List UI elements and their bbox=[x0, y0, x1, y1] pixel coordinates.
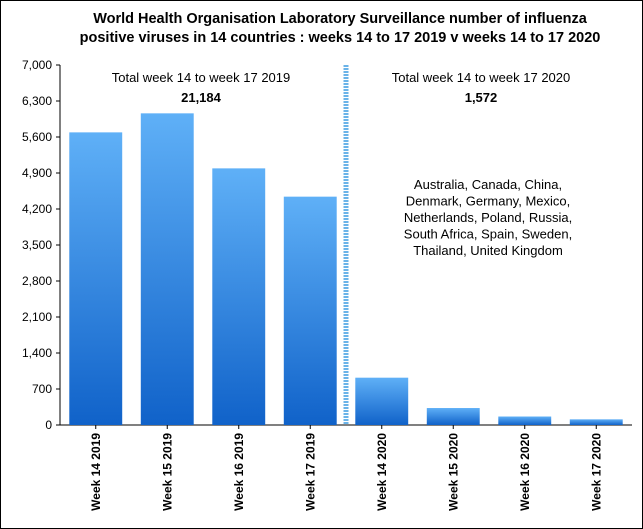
bar bbox=[140, 113, 194, 425]
x-axis-labels: Week 14 2019 Week 15 2019 Week 16 2019 Week… bbox=[89, 425, 603, 511]
bar bbox=[426, 408, 480, 425]
bar bbox=[283, 196, 337, 425]
x-tick-label: Week 16 2019 bbox=[232, 433, 246, 511]
x-tick-label: Week 17 2019 bbox=[303, 433, 317, 511]
countries-note: Australia, Canada, China, Denmark, Germa… bbox=[404, 177, 572, 258]
y-tick-label: 2,100 bbox=[22, 310, 52, 324]
y-tick-label: 3,500 bbox=[22, 238, 52, 252]
x-tick-label: Week 16 2020 bbox=[518, 433, 532, 511]
x-tick-label: Week 14 2019 bbox=[89, 433, 103, 511]
x-tick-label: Week 15 2019 bbox=[160, 433, 174, 511]
bar bbox=[355, 377, 409, 425]
y-tick-label: 5,600 bbox=[22, 130, 52, 144]
countries-line: Netherlands, Poland, Russia, bbox=[404, 210, 572, 225]
chart-title-line2: positive viruses in 14 countries : weeks… bbox=[79, 30, 601, 46]
x-tick-label: Week 15 2020 bbox=[446, 433, 460, 511]
y-tick-label: 1,400 bbox=[22, 346, 52, 360]
total-2020-value: 1,572 bbox=[465, 90, 498, 105]
y-axis-ticks: 0 700 1,400 2,100 2,800 3,500 4,200 4,900 5,600 6… bbox=[22, 58, 60, 432]
bar bbox=[569, 419, 623, 425]
total-2019-value: 21,184 bbox=[181, 90, 222, 105]
y-tick-label: 7,000 bbox=[22, 58, 52, 72]
countries-line: Australia, Canada, China, bbox=[414, 177, 562, 192]
y-tick-label: 6,300 bbox=[22, 94, 52, 108]
y-tick-label: 4,900 bbox=[22, 166, 52, 180]
bar bbox=[498, 416, 552, 425]
x-tick-label: Week 17 2020 bbox=[589, 433, 603, 511]
bars bbox=[69, 113, 623, 425]
countries-line: South Africa, Spain, Sweden, bbox=[404, 227, 572, 242]
bar bbox=[212, 168, 266, 425]
bar bbox=[69, 132, 123, 425]
chart-title: World Health Organisation Laboratory Sur… bbox=[40, 10, 640, 48]
y-tick-label: 2,800 bbox=[22, 274, 52, 288]
y-tick-label: 0 bbox=[45, 418, 52, 432]
y-tick-label: 4,200 bbox=[22, 202, 52, 216]
countries-line: Thailand, United Kingdom bbox=[413, 243, 563, 258]
y-tick-label: 700 bbox=[32, 382, 52, 396]
x-tick-label: Week 14 2020 bbox=[375, 433, 389, 511]
total-2019-label: Total week 14 to week 17 2019 bbox=[112, 70, 291, 85]
countries-line: Denmark, Germany, Mexico, bbox=[406, 194, 570, 209]
chart-title-line1: World Health Organisation Laboratory Sur… bbox=[93, 11, 587, 27]
total-2020-label: Total week 14 to week 17 2020 bbox=[392, 70, 571, 85]
